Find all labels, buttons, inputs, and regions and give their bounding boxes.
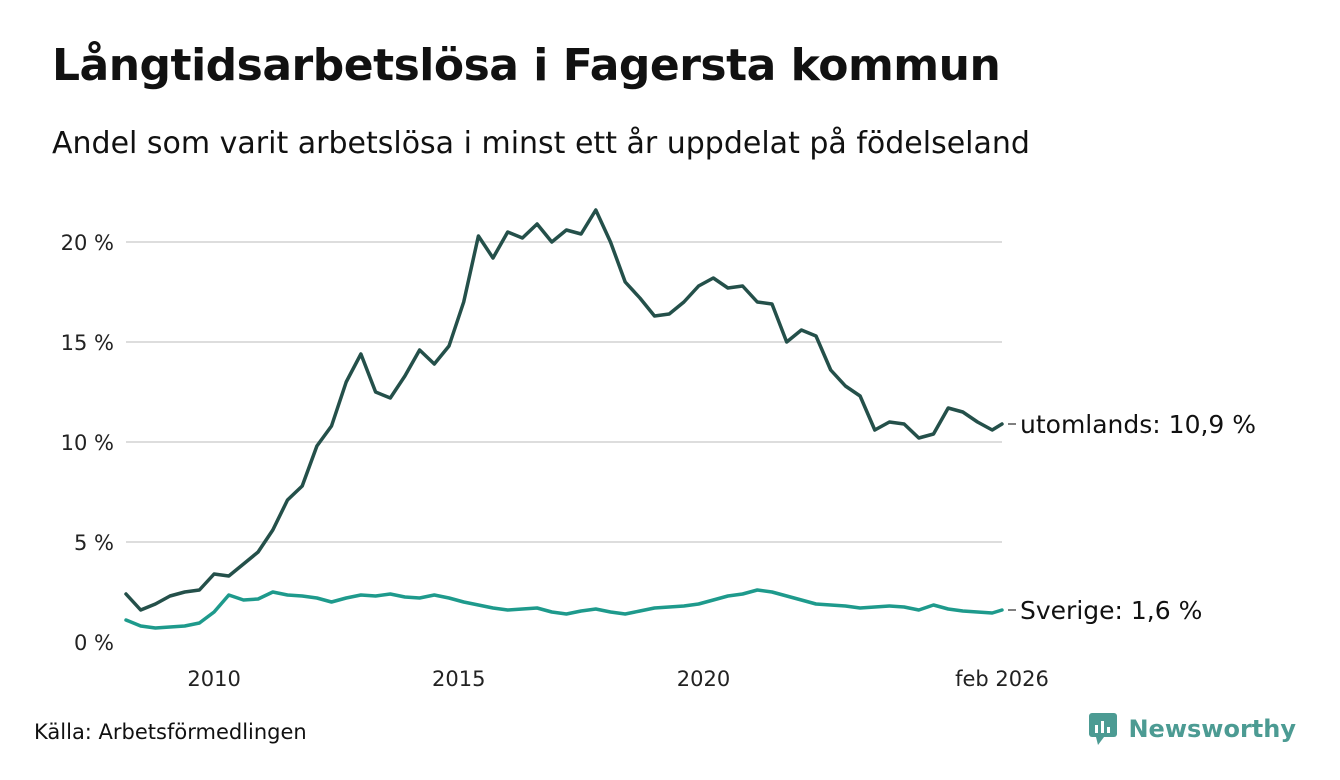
y-tick-label: 5 %: [74, 531, 114, 555]
line-chart: 0 %5 %10 %15 %20 % 2010 2015 2020 feb 2026 …: [61, 208, 1256, 691]
x-tick-label: 2020: [677, 667, 730, 691]
series-line-utomlands: [124, 208, 1004, 612]
y-tick-label: 0 %: [74, 631, 114, 655]
chart-subtitle: Andel som varit arbetslösa i minst ett å…: [52, 126, 1030, 161]
y-axis-ticks: 0 % 5 % 10 % 15 % 20 %: [61, 231, 114, 655]
y-tick-label: 10 %: [61, 431, 114, 455]
newsworthy-logo: Newsworthy: [1088, 712, 1296, 746]
x-axis-ticks: 2010 2015 2020 feb 2026: [187, 667, 1049, 691]
end-label-utomlands: utomlands: 10,9 %: [1020, 410, 1256, 439]
x-tick-label: 2010: [187, 667, 240, 691]
source-note: Källa: Arbetsförmedlingen: [34, 720, 307, 744]
end-label-sverige: Sverige: 1,6 %: [1020, 596, 1202, 625]
x-tick-label: feb 2026: [955, 667, 1049, 691]
grid-lines: [126, 241, 1002, 543]
y-tick-label: 15 %: [61, 331, 114, 355]
series-line-sverige: [124, 588, 1004, 630]
x-tick-label: 2015: [432, 667, 485, 691]
end-labels: utomlands: 10,9 % Sverige: 1,6 %: [1008, 410, 1256, 625]
y-tick-label: 20 %: [61, 231, 114, 255]
chart-title: Långtidsarbetslösa i Fagersta kommun: [52, 40, 1001, 91]
newsworthy-icon: [1089, 713, 1118, 745]
series-lines: [124, 208, 1004, 630]
brand-name: Newsworthy: [1128, 715, 1296, 743]
